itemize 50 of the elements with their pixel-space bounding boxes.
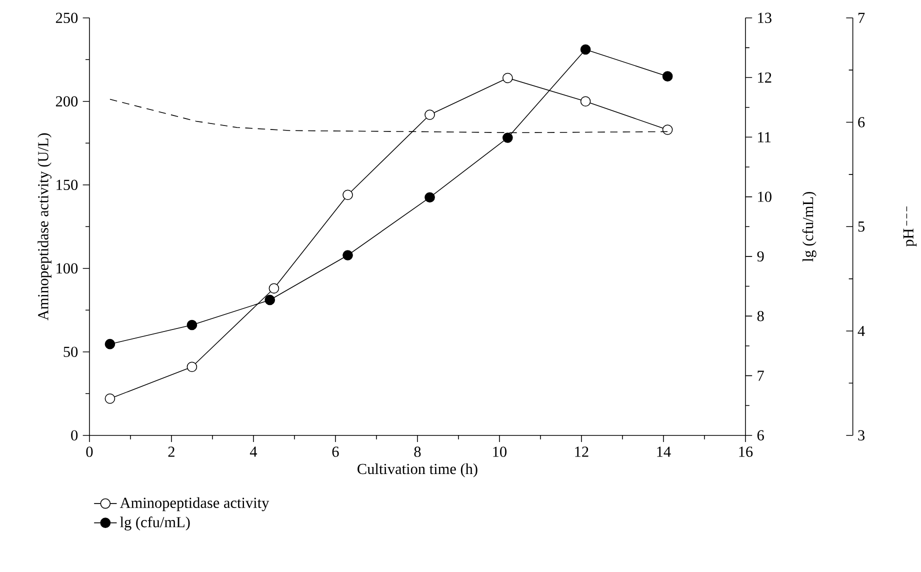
point (342, 250, 353, 261)
point (104, 394, 116, 404)
y3-tick-label: 7 (858, 13, 865, 24)
point (580, 96, 591, 107)
y3-tick-label: 5 (858, 222, 865, 232)
point (580, 44, 591, 55)
y2-tick-label: 10 (758, 192, 772, 202)
y2-tick-label: 12 (758, 72, 772, 83)
y3-axis-title: pH (903, 228, 917, 247)
y-tick-label: 150 (56, 180, 78, 190)
point (424, 192, 435, 203)
y-tick-label: 200 (56, 96, 78, 107)
x-axis-title: Cultivation time (h) (358, 464, 478, 478)
point (662, 71, 673, 82)
x-tick-label: 2 (168, 446, 174, 457)
y3-tick-label: 6 (858, 117, 865, 128)
y2-tick-label: 9 (757, 252, 764, 262)
y2-axis-title: lg (cfu/mL) (802, 192, 816, 262)
point (186, 320, 198, 330)
point (104, 339, 116, 350)
y2-tick-label: 6 (757, 430, 764, 441)
x-tick-label: 4 (250, 446, 258, 457)
point (342, 190, 353, 200)
y-tick-label: 0 (71, 430, 78, 441)
y-tick-label: 100 (56, 263, 78, 274)
point (268, 283, 280, 294)
point (264, 295, 276, 306)
x-tick-label: 6 (332, 446, 339, 458)
x-tick-label: 12 (575, 446, 588, 457)
legend-label: lg (cfu/mL) (120, 516, 190, 531)
point (424, 110, 435, 120)
y2-tick-label: 8 (757, 311, 764, 322)
y3-tick-label: 3 (858, 430, 865, 441)
y2-tick-label: 13 (758, 13, 772, 24)
y2-tick-label: 11 (758, 132, 771, 142)
point (502, 132, 513, 144)
x-tick-label: 8 (414, 446, 421, 458)
y2-tick-label: 7 (758, 370, 764, 381)
point (186, 362, 198, 372)
legend-label: Aminopeptidase activity (120, 497, 270, 512)
x-tick-label: 16 (739, 446, 753, 458)
point (502, 73, 513, 84)
y3-tick-label: 4 (858, 326, 865, 336)
x-tick-label: 0 (86, 446, 93, 458)
point (662, 124, 673, 136)
y-tick-label: 50 (64, 346, 78, 358)
x-tick-label: 14 (657, 446, 671, 457)
y-tick-label: 250 (56, 12, 78, 24)
x-tick-label: 10 (493, 446, 507, 458)
y-axis-title: Aminopeptidase activity (U/L) (38, 134, 52, 321)
